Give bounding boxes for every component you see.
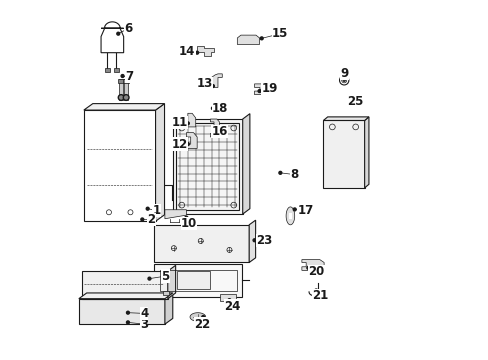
Circle shape [186,143,189,145]
Circle shape [126,321,129,324]
Polygon shape [119,79,123,100]
Circle shape [146,207,149,210]
Polygon shape [154,225,249,262]
Circle shape [118,95,124,100]
Polygon shape [254,84,265,95]
Polygon shape [190,313,205,321]
Polygon shape [81,271,167,299]
Polygon shape [164,210,186,219]
Polygon shape [104,68,109,72]
Polygon shape [118,79,124,83]
Polygon shape [101,28,123,53]
Circle shape [314,289,317,292]
Text: 14: 14 [179,45,195,58]
Circle shape [278,171,281,174]
Text: 18: 18 [211,103,228,116]
Text: 25: 25 [346,95,363,108]
Text: 23: 23 [256,234,272,247]
Circle shape [343,79,345,81]
Text: 21: 21 [312,289,328,302]
Polygon shape [187,113,195,127]
Polygon shape [220,294,236,301]
Text: 1: 1 [152,204,161,217]
Circle shape [293,208,296,211]
Circle shape [211,107,214,110]
Circle shape [253,239,255,242]
Text: 20: 20 [307,265,324,278]
Polygon shape [364,117,368,188]
Polygon shape [123,79,129,83]
Text: 24: 24 [224,300,240,313]
Text: 12: 12 [171,138,188,150]
Text: 9: 9 [339,67,347,80]
Circle shape [186,122,189,125]
Polygon shape [285,207,294,225]
Circle shape [117,32,120,35]
Circle shape [211,85,214,87]
Polygon shape [101,22,123,28]
Circle shape [348,100,351,103]
Text: 7: 7 [125,69,133,82]
Polygon shape [164,293,172,324]
Polygon shape [177,271,209,289]
Polygon shape [288,213,291,219]
Text: 15: 15 [272,27,288,40]
Polygon shape [301,260,324,270]
Text: 5: 5 [161,270,169,283]
Polygon shape [197,45,214,56]
Text: 6: 6 [123,22,132,35]
Text: 4: 4 [140,307,148,320]
Text: 13: 13 [197,77,213,90]
Circle shape [227,299,230,302]
Polygon shape [242,114,249,214]
Polygon shape [155,104,164,221]
Polygon shape [79,293,172,299]
Text: 8: 8 [290,168,298,181]
Polygon shape [211,74,222,87]
Text: 19: 19 [261,82,277,95]
Circle shape [184,216,187,219]
Polygon shape [323,121,364,188]
Text: 10: 10 [181,217,197,230]
Text: 16: 16 [211,125,227,138]
Circle shape [141,218,143,221]
Text: 17: 17 [297,204,313,217]
Polygon shape [167,265,175,299]
Circle shape [195,51,198,54]
Text: 11: 11 [171,116,188,129]
Polygon shape [154,264,242,297]
Circle shape [126,311,129,314]
Text: 3: 3 [140,318,148,331]
Polygon shape [83,110,155,221]
Polygon shape [237,35,259,44]
Circle shape [212,129,215,131]
Polygon shape [124,79,128,100]
Polygon shape [79,299,164,324]
Text: 2: 2 [147,213,155,226]
Circle shape [121,75,124,77]
Circle shape [202,316,204,319]
Polygon shape [186,133,197,148]
Polygon shape [323,117,368,121]
Polygon shape [83,104,164,110]
Polygon shape [213,104,221,113]
Polygon shape [210,119,219,137]
Polygon shape [114,68,119,72]
Circle shape [342,76,345,79]
Polygon shape [249,220,255,262]
Polygon shape [172,119,242,214]
Circle shape [148,277,151,280]
Text: 22: 22 [194,318,210,331]
Circle shape [258,90,261,93]
Circle shape [123,95,129,100]
Circle shape [306,266,309,269]
Circle shape [260,37,263,40]
Polygon shape [163,291,169,295]
